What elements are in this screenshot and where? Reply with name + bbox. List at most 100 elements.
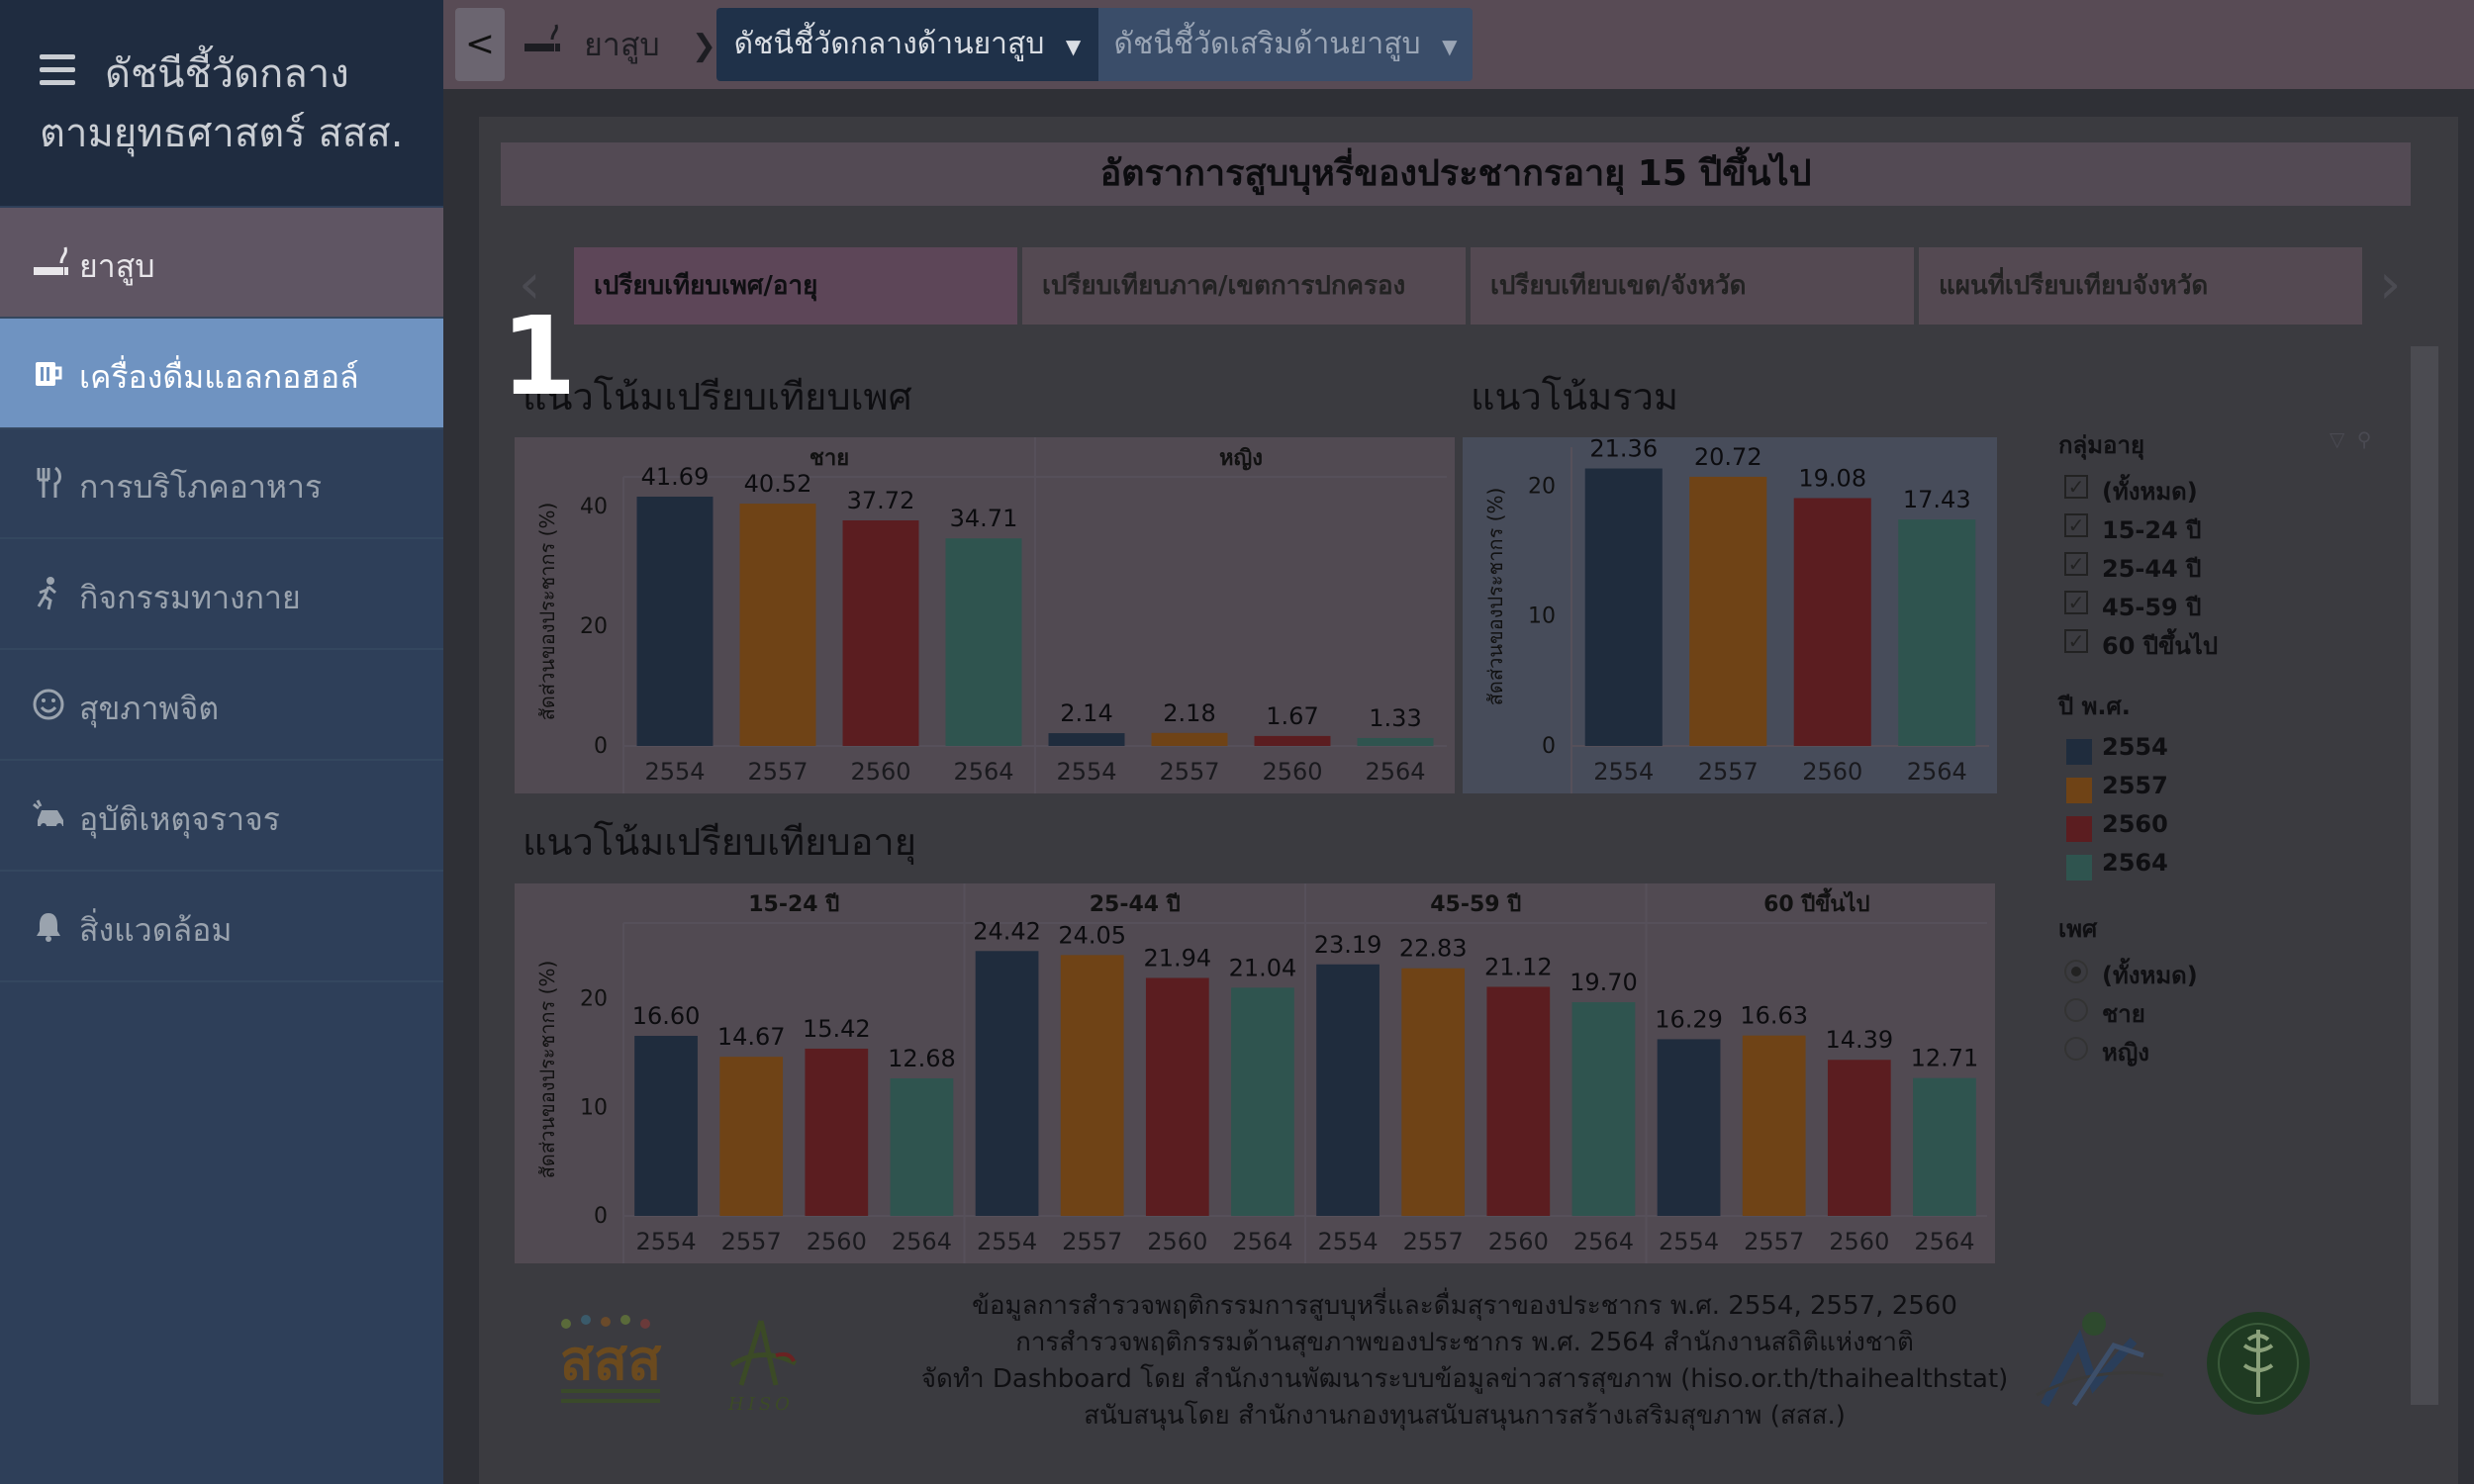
- data-label: 22.83: [1399, 935, 1468, 963]
- back-button[interactable]: <: [455, 8, 505, 81]
- sex-option-label: (ทั้งหมด): [2102, 962, 2198, 989]
- sidebar-item-environment[interactable]: สิ่งแวดล้อม: [0, 872, 443, 982]
- hamburger-menu-icon[interactable]: [40, 54, 75, 85]
- prev-arrow-icon[interactable]: ‹: [519, 252, 541, 317]
- age-option-60-plus[interactable]: ✓ 60 ปีขึ้นไป: [2058, 624, 2256, 663]
- app-title-line1: ดัชนีชี้วัดกลาง: [105, 51, 349, 97]
- year-legend-item: 2557: [2058, 770, 2256, 808]
- x-tick-label: 2560: [807, 1228, 867, 1255]
- bar: [945, 538, 1022, 746]
- sidebar-item-tobacco[interactable]: ยาสูบ: [0, 208, 443, 319]
- smoking-icon: [523, 24, 564, 63]
- breadcrumb[interactable]: ยาสูบ ❯: [523, 20, 716, 70]
- bar: [1401, 968, 1466, 1216]
- search-icon[interactable]: ⚲: [2356, 427, 2372, 451]
- sidebar-item-traffic-accident[interactable]: อุบัติเหตุจราจร: [0, 761, 443, 872]
- tab-secondary-indicators[interactable]: ดัชนีชี้วัดเสริมด้านยาสูบ ▼: [1098, 8, 1473, 81]
- bar: [1913, 1077, 1976, 1216]
- legend-swatch: [2066, 816, 2092, 842]
- x-tick-label: 2554: [977, 1228, 1037, 1255]
- age-option-all[interactable]: ✓ (ทั้งหมด): [2058, 470, 2256, 509]
- data-label: 12.71: [1911, 1045, 1979, 1072]
- sidebar-item-label: การบริโภคอาหาร: [79, 468, 323, 506]
- subtab-region[interactable]: เปรียบเทียบภาค/เขตการปกครอง: [1022, 247, 1466, 325]
- sex-option-label: หญิง: [2102, 1039, 2149, 1067]
- sidebar-item-food[interactable]: การบริโภคอาหาร: [0, 428, 443, 539]
- data-label: 40.52: [744, 470, 812, 498]
- data-label: 16.63: [1740, 1002, 1808, 1030]
- data-label: 2.14: [1060, 699, 1112, 727]
- bar: [1145, 977, 1209, 1216]
- x-tick-label: 2557: [721, 1228, 782, 1255]
- x-tick-label: 2560: [1488, 1228, 1549, 1255]
- data-label: 34.71: [950, 505, 1018, 532]
- x-tick-label: 2554: [1659, 1228, 1719, 1255]
- total-trend-chart: สัดส่วนของประชากร (%) 0 10 20 21.36 2554 20.72…: [1463, 437, 1997, 793]
- x-tick-label: 2560: [1262, 758, 1322, 786]
- y-tick-label: 0: [594, 1204, 608, 1229]
- data-label: 21.36: [1589, 437, 1658, 463]
- age-option-label: (ทั้งหมด): [2102, 478, 2198, 506]
- tab-secondary-indicators-label: ดัชนีชี้วัดเสริมด้านยาสูบ: [1113, 27, 1421, 61]
- top-bar: < ยาสูบ ❯ ดัชนีชี้วัดกลางด้านยาสูบ ▼ ดัช…: [443, 0, 2474, 89]
- gender-trend-title: แนวโน้มเปรียบเทียบเพศ: [523, 375, 912, 418]
- sex-option-all[interactable]: (ทั้งหมด): [2058, 954, 2256, 992]
- bar: [1060, 955, 1124, 1216]
- thaihealth-logo-text: สสส: [560, 1329, 662, 1393]
- y-axis-label: สัดส่วนของประชากร (%): [535, 961, 559, 1179]
- checkbox-checked-icon: ✓: [2064, 591, 2088, 614]
- footer-line: ข้อมูลการสำรวจพฤติกรรมการสูบบุหรี่และดื่…: [972, 1291, 1957, 1321]
- sidebar-item-physical-activity[interactable]: กิจกรรมทางกาย: [0, 539, 443, 650]
- gender-trend-chart: สัดส่วนของประชากร (%) 0 20 40 ชาย 41.69 2554 40…: [515, 437, 1455, 793]
- age-filter-header: กลุ่มอายุ: [2058, 431, 2145, 459]
- sidebar-item-label: สิ่งแวดล้อม: [79, 911, 233, 949]
- x-tick-label: 2564: [1907, 758, 1967, 786]
- bar: [1584, 468, 1663, 746]
- total-trend-title: แนวโน้มรวม: [1471, 375, 1679, 418]
- x-tick-label: 2560: [850, 758, 910, 786]
- step-number: 1: [501, 293, 577, 419]
- footer-line: จัดทำ Dashboard โดย สำนักงานพัฒนาระบบข้อ…: [920, 1364, 2009, 1394]
- bar: [1151, 732, 1228, 746]
- data-label: 16.29: [1655, 1005, 1723, 1033]
- next-arrow-icon[interactable]: ›: [2379, 252, 2402, 317]
- x-tick-label: 2554: [1056, 758, 1116, 786]
- data-label: 12.68: [888, 1045, 956, 1072]
- bar: [842, 520, 919, 746]
- subtab-gender-age[interactable]: เปรียบเทียบเพศ/อายุ: [574, 247, 1017, 325]
- subtab-map[interactable]: แผนที่เปรียบเทียบจังหวัด: [1919, 247, 2362, 325]
- nhso-logo: [2035, 1306, 2169, 1415]
- checkbox-checked-icon: ✓: [2064, 629, 2088, 653]
- data-label: 14.39: [1825, 1026, 1893, 1054]
- subtab-province[interactable]: เปรียบเทียบเขต/จังหวัด: [1471, 247, 1914, 325]
- sex-option-male[interactable]: ชาย: [2058, 992, 2256, 1031]
- y-tick-label: 20: [580, 987, 608, 1012]
- legend-swatch: [2066, 778, 2092, 803]
- y-axis-label: สัดส่วนของประชากร (%): [535, 503, 559, 721]
- sex-option-female[interactable]: หญิง: [2058, 1031, 2256, 1069]
- funnel-icon[interactable]: ▽: [2330, 427, 2345, 451]
- age-option-45-59[interactable]: ✓ 45-59 ปี: [2058, 586, 2256, 624]
- age-option-15-24[interactable]: ✓ 15-24 ปี: [2058, 509, 2256, 547]
- y-tick-label: 0: [1542, 734, 1556, 759]
- sidebar-item-mental-health[interactable]: สุขภาพจิต: [0, 650, 443, 761]
- data-label: 1.67: [1266, 702, 1318, 730]
- sidebar-item-alcohol[interactable]: เครื่องดื่มแอลกอฮอล์: [0, 319, 443, 429]
- data-label: 1.33: [1369, 704, 1421, 732]
- x-tick-label: 2557: [1159, 758, 1219, 786]
- chevron-right-icon: ❯: [691, 29, 717, 63]
- footer-line: การสำรวจพฤติกรรมด้านสุขภาพของประชากร พ.ศ…: [1015, 1328, 1914, 1357]
- data-label: 19.08: [1798, 464, 1866, 492]
- bar: [636, 497, 714, 746]
- sex-option-label: ชาย: [2102, 1000, 2145, 1028]
- x-tick-label: 2560: [1147, 1228, 1207, 1255]
- data-label: 24.42: [973, 917, 1041, 945]
- data-label: 16.60: [632, 1002, 701, 1030]
- bar: [719, 1057, 784, 1216]
- x-tick-label: 2554: [1593, 758, 1654, 786]
- age-option-25-44[interactable]: ✓ 25-44 ปี: [2058, 547, 2256, 586]
- scrollbar[interactable]: [2411, 346, 2438, 1405]
- x-tick-label: 2554: [644, 758, 705, 786]
- tab-core-indicators[interactable]: ดัชนีชี้วัดกลางด้านยาสูบ ▼: [716, 8, 1098, 81]
- panel-header-label: ชาย: [809, 446, 849, 471]
